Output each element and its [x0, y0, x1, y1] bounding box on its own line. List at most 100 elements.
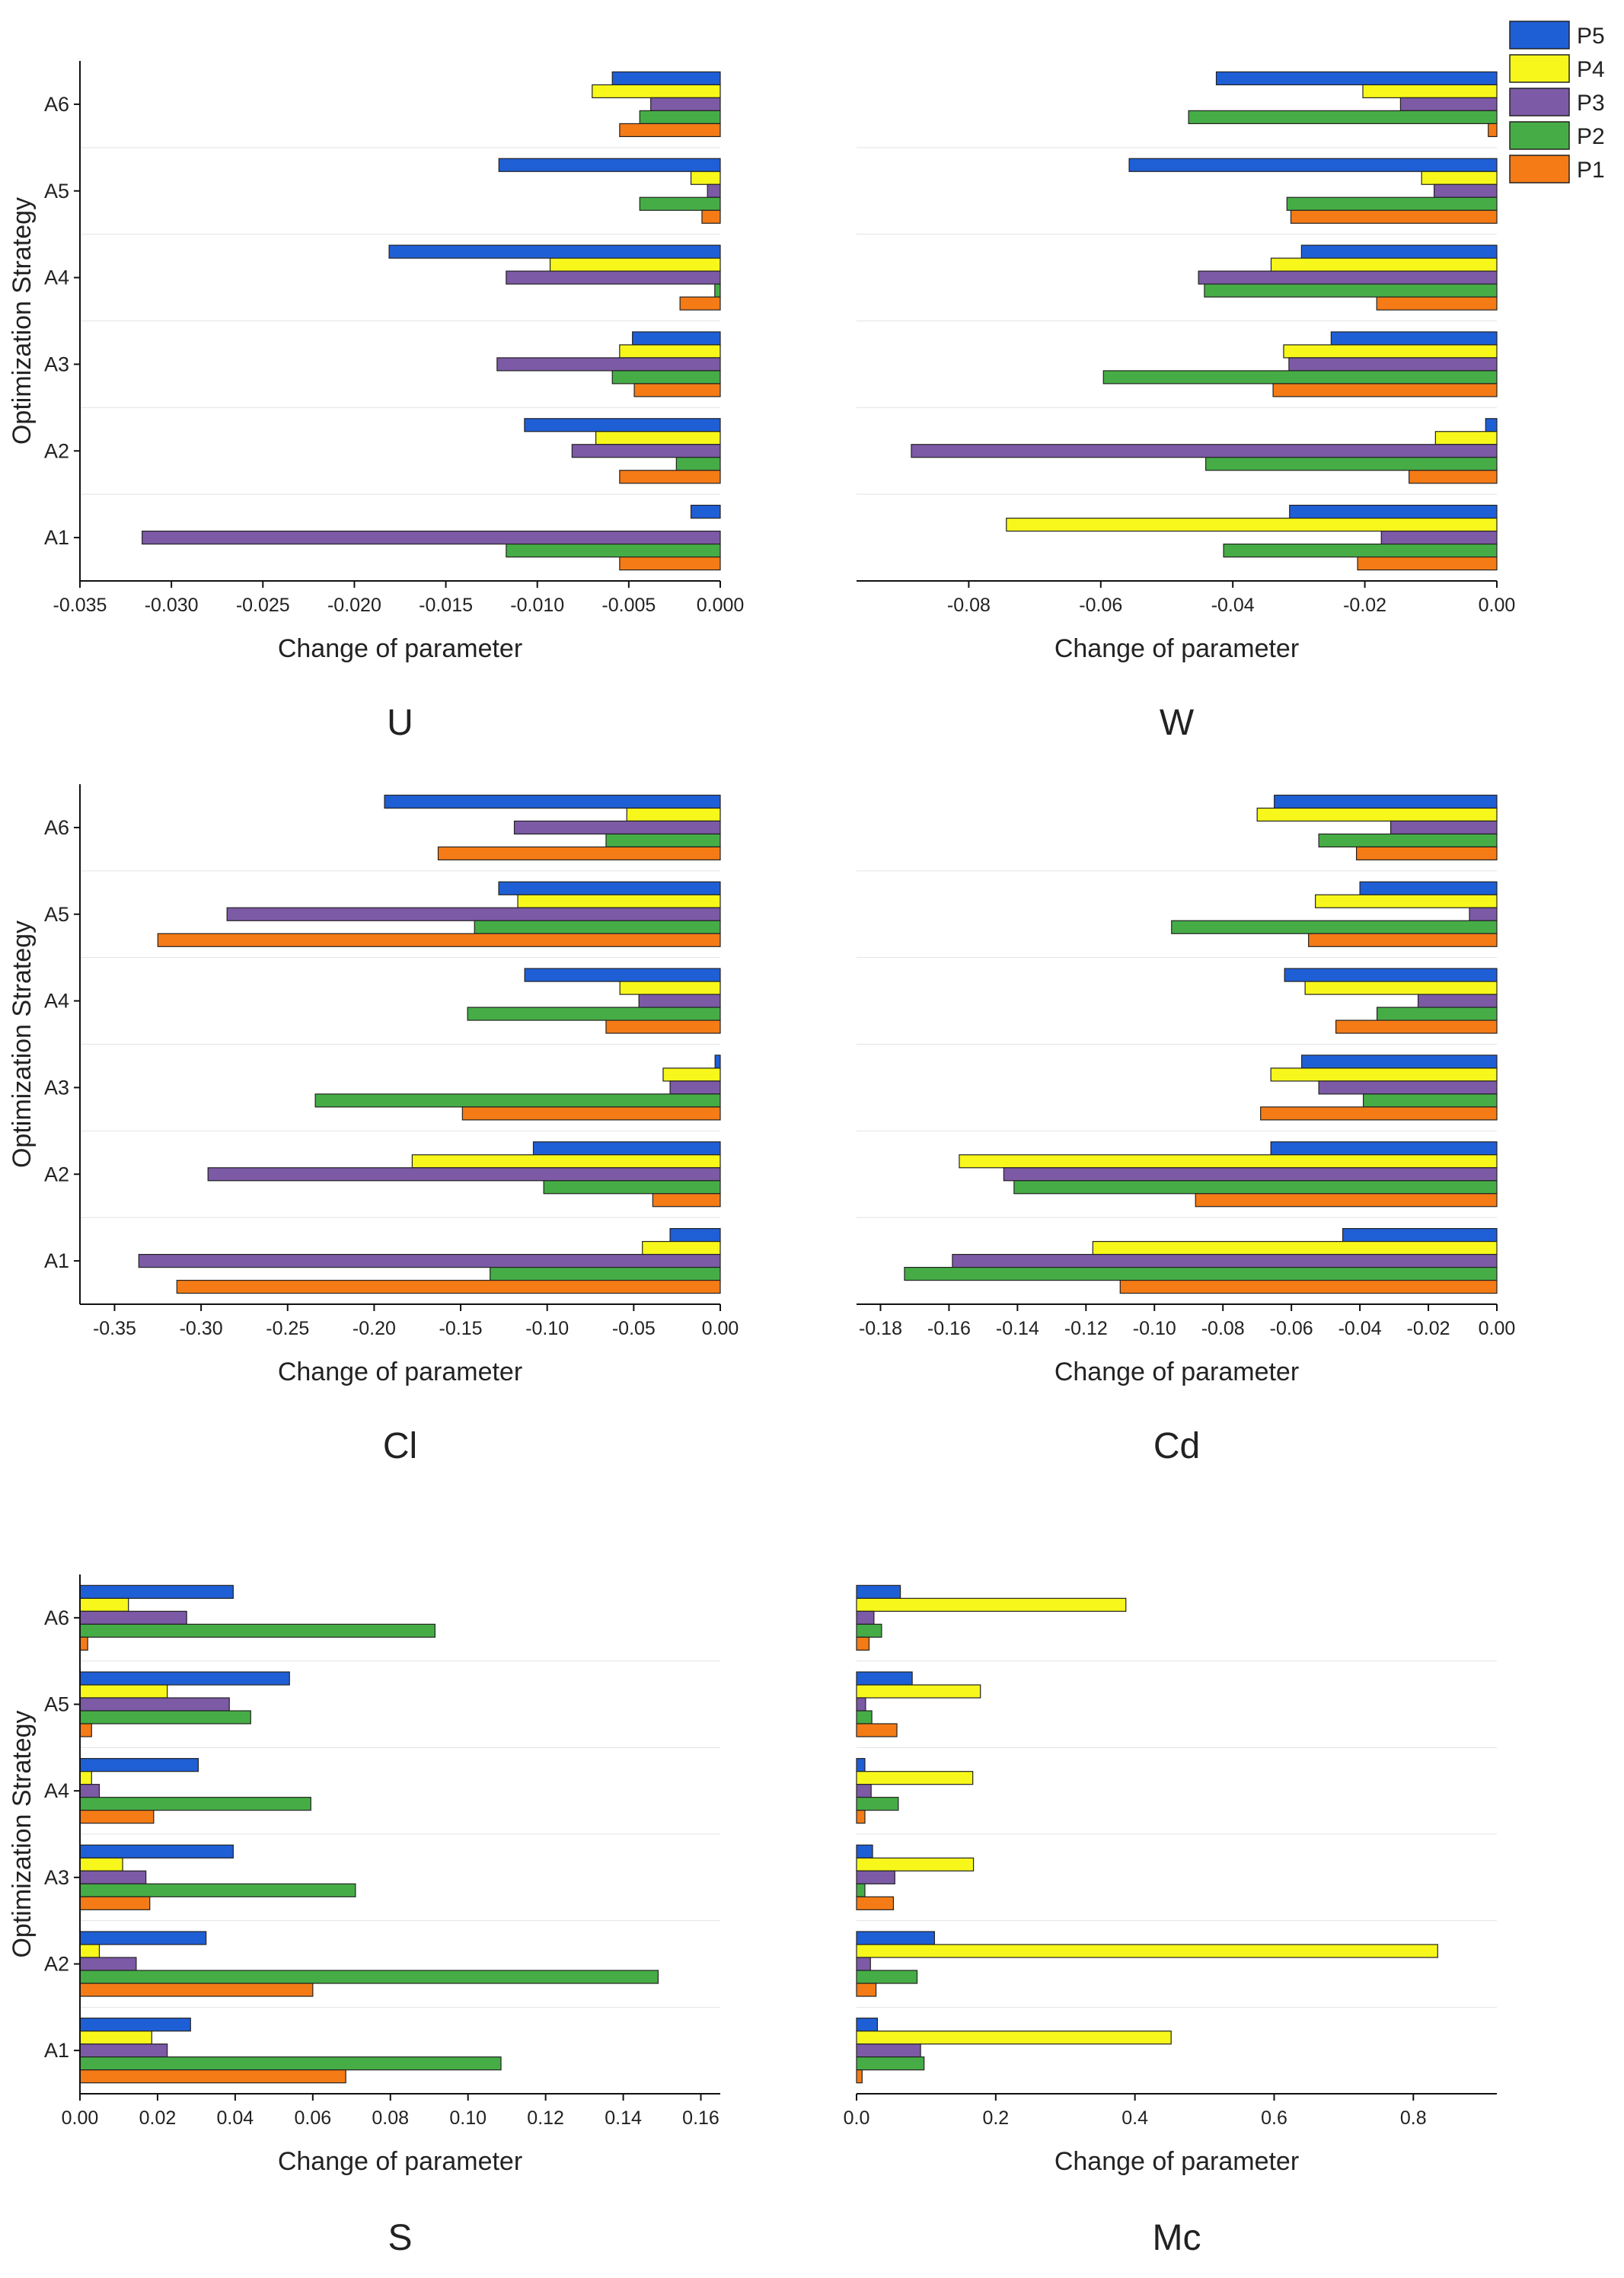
- bar-a5-p5: [498, 158, 721, 172]
- bar-a5-p1: [701, 209, 721, 224]
- bar-a6-p3: [856, 1610, 875, 1625]
- bar-a5-p4: [1421, 171, 1498, 185]
- x-tick-label: -0.16: [927, 1318, 971, 1339]
- legend-label-p3: P3: [1577, 91, 1605, 116]
- bar-a1-p5: [669, 1227, 721, 1243]
- bar-a6-p4: [1256, 807, 1498, 822]
- bar-a3-p4: [662, 1067, 721, 1082]
- bar-a2-p3: [207, 1167, 721, 1182]
- x-tick-label: 0.06: [294, 2107, 331, 2129]
- bar-a4-p5: [388, 244, 721, 259]
- bar-a6-p5: [384, 794, 721, 809]
- x-tick-label: -0.18: [859, 1318, 902, 1339]
- bar-a4-p5: [1300, 244, 1498, 259]
- bar-a4-p4: [1270, 257, 1498, 272]
- bar-a6-p1: [619, 123, 721, 138]
- bar-a5-p5: [1359, 881, 1498, 895]
- bar-a1-p3: [856, 2044, 921, 2058]
- bar-a2-p5: [524, 418, 721, 432]
- bar-a5-p3: [1434, 183, 1498, 198]
- x-tick-label: 0.0: [844, 2107, 870, 2129]
- bar-a2-p1: [1195, 1193, 1498, 1208]
- bar-a4-p2: [714, 283, 721, 298]
- bar-a4-p4: [1304, 981, 1498, 995]
- bar-a5-p3: [226, 907, 721, 921]
- bar-a5-p3: [707, 183, 721, 198]
- y-axis-title: Optimization Strategy: [8, 1710, 37, 1957]
- x-tick-label: -0.030: [145, 595, 199, 616]
- bar-a5-p4: [79, 1684, 168, 1699]
- bar-a3-p5: [1301, 1054, 1498, 1069]
- x-tick-label: 0.6: [1261, 2107, 1287, 2129]
- x-tick-label: -0.04: [1211, 595, 1255, 616]
- bar-a3-p4: [619, 344, 721, 359]
- bar-a6-p3: [1399, 97, 1498, 112]
- bar-a2-p4: [856, 1944, 1438, 1958]
- x-tick-label: -0.25: [266, 1318, 309, 1339]
- bar-a4-p4: [549, 257, 721, 272]
- bar-a2-p2: [1013, 1180, 1498, 1195]
- panel-mc: 0.0 0.2 0.4 0.6 0.8 Change of parameter Mc: [844, 1584, 1497, 2258]
- bar-a6-p5: [1274, 794, 1498, 809]
- x-tick-label: -0.12: [1064, 1318, 1108, 1339]
- bar-a1-p3: [952, 1253, 1498, 1268]
- category-label: A6: [44, 816, 69, 839]
- bar-a2-p1: [1409, 470, 1498, 484]
- category-label: A5: [44, 1693, 69, 1716]
- x-tick-label: 0.00: [1479, 595, 1516, 616]
- bar-a1-p4: [642, 1240, 721, 1255]
- bar-a1-p1: [619, 556, 721, 571]
- category-label: A1: [44, 526, 69, 549]
- bar-a2-p5: [1270, 1141, 1498, 1156]
- panel-title: Cl: [383, 1426, 417, 1466]
- bar-a6-p4: [856, 1597, 1127, 1612]
- bar-a4-p1: [79, 1810, 155, 1824]
- panel-u: -0.035 -0.030 -0.025 -0.020 -0.015 -0.010 -0.0…: [8, 61, 744, 743]
- bar-a3-p2: [1363, 1093, 1498, 1108]
- bar-a4-p5: [856, 1758, 866, 1772]
- bar-a1-p5: [79, 2018, 191, 2032]
- bar-a2-p2: [79, 1970, 659, 1984]
- bar-a2-p2: [856, 1970, 918, 1984]
- legend-swatch-p3: [1509, 88, 1570, 116]
- category-label: A2: [44, 439, 69, 462]
- bar-a5-p1: [1308, 933, 1498, 947]
- x-tick-label: -0.005: [601, 595, 656, 616]
- legend-label-p4: P4: [1577, 57, 1605, 82]
- bar-a5-p2: [79, 1710, 251, 1724]
- bar-a2-p2: [1205, 457, 1498, 471]
- bar-a3-p3: [856, 1870, 895, 1884]
- bar-a3-p5: [79, 1844, 234, 1858]
- x-tick-label: -0.015: [419, 595, 473, 616]
- x-tick-label: 0.000: [697, 595, 745, 616]
- bar-a1-p5: [1289, 504, 1498, 519]
- bar-a3-p4: [856, 1857, 975, 1871]
- bar-a6-p1: [856, 1636, 870, 1651]
- bar-a6-p2: [605, 833, 721, 848]
- bar-a6-p2: [1188, 110, 1498, 125]
- category-label: A4: [44, 990, 69, 1013]
- x-tick-label: -0.020: [327, 595, 381, 616]
- x-tick-label: -0.06: [1270, 1318, 1313, 1339]
- x-axis-title: Change of parameter: [1054, 634, 1299, 663]
- x-tick-label: -0.06: [1079, 595, 1122, 616]
- bar-a6-p5: [79, 1584, 234, 1599]
- bar-a6-p4: [79, 1597, 129, 1612]
- bar-a6-p1: [1356, 846, 1498, 861]
- legend-label-p5: P5: [1577, 24, 1605, 49]
- category-label: A5: [44, 180, 69, 203]
- bar-a1-p2: [79, 2056, 502, 2071]
- bar-a2-p5: [856, 1931, 935, 1945]
- bar-a4-p1: [605, 1019, 721, 1034]
- panel-title: S: [388, 2218, 412, 2258]
- bar-a2-p1: [652, 1193, 721, 1208]
- category-label: A6: [44, 93, 69, 116]
- bar-a1-p2: [856, 2056, 925, 2071]
- bar-a6-p1: [79, 1636, 88, 1651]
- bar-a6-p3: [650, 97, 721, 112]
- bar-a1-p2: [490, 1266, 721, 1281]
- bar-a4-p3: [1198, 270, 1498, 285]
- x-tick-label: 0.12: [527, 2107, 564, 2129]
- bar-a1-p4: [1092, 1240, 1498, 1255]
- bar-a5-p4: [690, 171, 721, 185]
